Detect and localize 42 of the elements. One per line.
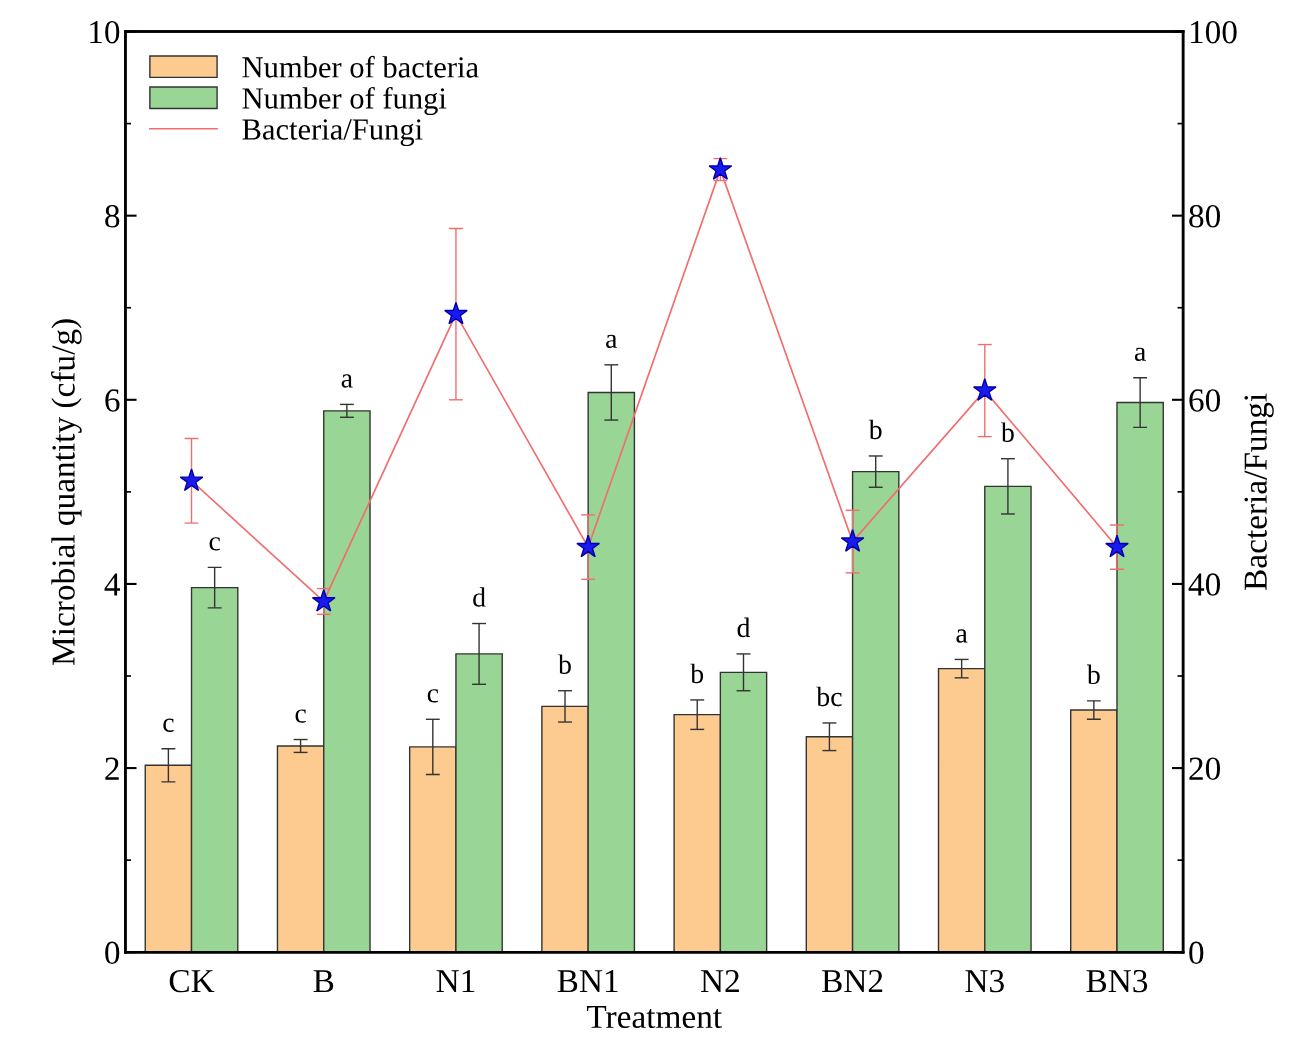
y-tick-label: 0	[105, 941, 120, 965]
annotation: b	[868, 419, 882, 440]
x-tick-label: B	[313, 970, 334, 993]
annotation: b	[690, 663, 704, 684]
legend-label: Number of bacteria	[242, 55, 479, 78]
y2-tick-label: 40	[1188, 573, 1221, 596]
y2-tick-label: 100	[1190, 20, 1237, 44]
x-tick-label: BN3	[1086, 969, 1148, 993]
annotation: a	[606, 334, 618, 349]
annotation: a	[956, 629, 968, 643]
annotation: a	[341, 374, 353, 388]
annotation: c	[163, 718, 174, 732]
y-tick-label: 2	[105, 757, 119, 780]
y2-axis-title: Bacteria/Fungi	[1244, 393, 1274, 590]
y2-tick-label: 80	[1189, 205, 1221, 228]
y2-tick-label: 20	[1189, 757, 1221, 780]
annotation: b	[558, 654, 571, 674]
x-tick-label: BN2	[822, 969, 883, 993]
x-tick-label: CK	[169, 969, 215, 993]
y-tick-label: 6	[105, 389, 120, 412]
y-axis-title: Microbial quantity (cfu/g)	[51, 319, 82, 665]
annotation: c	[209, 537, 220, 551]
annotation: b	[1086, 664, 1100, 685]
x-tick-label: N1	[436, 970, 475, 992]
y2-tick-label: 0	[1189, 941, 1204, 965]
annotation: d	[737, 617, 751, 638]
x-tick-label: N3	[965, 969, 1004, 993]
y2-tick-label: 60	[1189, 389, 1221, 412]
y-tick-label: 10	[90, 20, 120, 44]
y-tick-label: 4	[104, 573, 121, 596]
legend-label: Bacteria/Fungi	[242, 119, 423, 147]
annotation: c	[295, 709, 306, 723]
x-axis-title: Treatment	[586, 1005, 722, 1029]
x-tick-label: BN1	[557, 970, 618, 993]
annotation: d	[473, 587, 486, 607]
y-tick-label: 8	[105, 205, 120, 228]
x-tick-label: N2	[700, 969, 739, 992]
annotation: b	[1000, 422, 1014, 442]
legend-label: Number of fungi	[242, 86, 447, 116]
annotation: bc	[816, 686, 842, 707]
annotation: a	[1134, 347, 1146, 361]
annotation: c	[427, 689, 439, 703]
